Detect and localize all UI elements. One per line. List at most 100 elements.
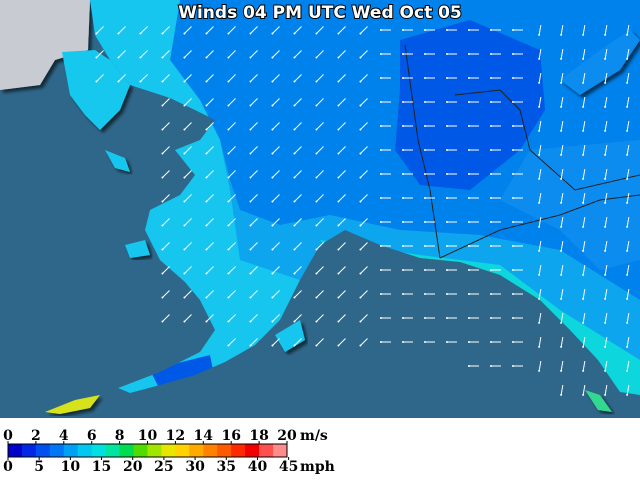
wind-arrow-head — [359, 296, 362, 299]
wind-arrow-head — [359, 80, 362, 83]
wind-arrow-head — [402, 317, 404, 319]
wind-arrow — [228, 74, 236, 82]
wind-arrow-head — [380, 53, 382, 55]
wind-arrow — [338, 290, 346, 298]
wind-arrow-head — [205, 320, 208, 323]
wind-arrow-head — [249, 320, 252, 323]
ms-tick-label: 4 — [59, 428, 69, 444]
wind-arrow — [250, 50, 258, 58]
wind-arrow-head — [468, 101, 470, 103]
ms-tick-label: 16 — [221, 428, 240, 444]
wind-arrow — [294, 218, 302, 226]
wind-arrow — [626, 24, 630, 36]
island — [125, 240, 150, 258]
wind-arrow — [360, 74, 368, 82]
island — [585, 390, 612, 412]
wind-arrow-head — [604, 57, 607, 60]
wind-arrow-head — [626, 129, 629, 132]
wind-arrow — [626, 216, 630, 228]
wind-arrow-head — [468, 149, 470, 151]
wind-arrow — [338, 314, 346, 322]
wind-arrow-head — [424, 53, 426, 55]
wind-arrow-head — [468, 29, 470, 31]
wind-arrow-head — [315, 272, 318, 275]
wind-arrow-head — [446, 125, 448, 127]
wind-arrow-head — [359, 224, 362, 227]
wind-arrow — [96, 50, 104, 58]
wind-arrow-head — [424, 245, 426, 247]
mph-tick-label: 10 — [61, 459, 81, 475]
wind-arrow — [184, 146, 192, 154]
wind-arrow — [626, 240, 630, 252]
wind-arrow-head — [249, 32, 252, 35]
wind-arrow-head — [315, 104, 318, 107]
wind-arrow-head — [227, 152, 230, 155]
wind-arrow-head — [293, 272, 296, 275]
wind-arrow — [360, 50, 368, 58]
wind-arrow-head — [161, 104, 164, 107]
wind-arrow-head — [95, 80, 98, 83]
wind-arrow-head — [468, 293, 470, 295]
wind-arrow-head — [183, 104, 186, 107]
wind-arrow — [250, 122, 258, 130]
wind-arrow-head — [424, 125, 426, 127]
wind-arrow — [360, 194, 368, 202]
wind-arrow — [184, 266, 192, 274]
wind-arrow — [272, 146, 280, 154]
wind-arrow — [582, 336, 586, 348]
wind-arrow — [250, 98, 258, 106]
wind-arrow — [338, 98, 346, 106]
wind-arrow-head — [538, 81, 541, 84]
wind-arrow — [140, 26, 148, 34]
colorbar-cell — [35, 444, 51, 457]
wind-arrow-head — [315, 176, 318, 179]
wind-arrow — [250, 290, 258, 298]
wind-arrow-head — [271, 32, 274, 35]
colorbar-cell — [273, 444, 288, 457]
wind-arrow-head — [183, 152, 186, 155]
wind-arrow — [206, 194, 214, 202]
mph-tick-label: 25 — [154, 459, 173, 475]
colorbar-cell — [147, 444, 162, 457]
wind-arrow-head — [626, 81, 629, 84]
wind-arrow-head — [626, 105, 629, 108]
wind-arrow-head — [490, 101, 492, 103]
mph-tick-label: 45 — [279, 459, 298, 475]
border-line — [439, 194, 640, 259]
wind-arrow — [162, 290, 170, 298]
wind-arrow-head — [512, 269, 514, 271]
wind-arrow — [294, 74, 302, 82]
wind-arrow-head — [227, 80, 230, 83]
wind-arrow-head — [205, 56, 208, 59]
wind-arrow — [294, 170, 302, 178]
wind-arrow-head — [293, 344, 296, 347]
wind-arrow-head — [183, 176, 186, 179]
wind-arrow-head — [117, 80, 120, 83]
wind-arrow — [560, 24, 564, 36]
wind-arrow — [96, 26, 104, 34]
wind-arrow — [604, 360, 608, 372]
wind-arrow-head — [337, 128, 340, 131]
wind-arrow-head — [293, 320, 296, 323]
wind-arrow — [316, 266, 324, 274]
wind-arrow — [338, 170, 346, 178]
wind-arrow-head — [424, 221, 426, 223]
wind-arrow — [184, 26, 192, 34]
wind-arrow — [560, 240, 564, 252]
wind-arrow-head — [249, 80, 252, 83]
wind-arrow-head — [604, 33, 607, 36]
wind-arrow — [272, 26, 280, 34]
ms-tick-label: 20 — [277, 428, 297, 444]
wind-arrow-head — [582, 345, 585, 348]
wind-arrow-head — [446, 101, 448, 103]
wind-arrow-head — [227, 32, 230, 35]
wind-arrow-head — [538, 57, 541, 60]
wind-arrow-head — [402, 221, 404, 223]
wind-arrow-head — [446, 221, 448, 223]
colorbar-cell — [77, 444, 93, 457]
wind-arrow-head — [468, 341, 470, 343]
wind-arrow-head — [95, 56, 98, 59]
wind-arrow-head — [582, 177, 585, 180]
wind-arrow — [626, 168, 630, 180]
